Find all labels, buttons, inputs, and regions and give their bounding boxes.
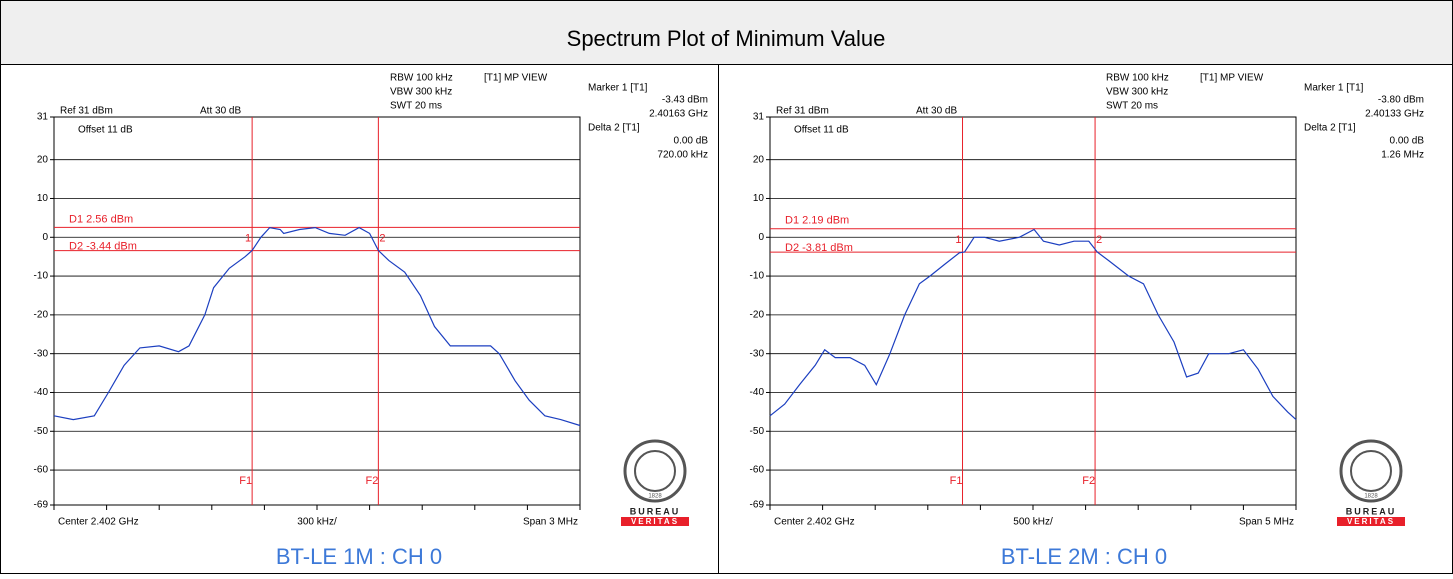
y-tick-label: -30 — [34, 348, 49, 359]
marker-info: 720.00 kHz — [657, 150, 708, 161]
per-division: 500 kHz/ — [1013, 517, 1053, 528]
y-tick-label: -20 — [750, 310, 765, 321]
frequency-line-label: F1 — [950, 475, 963, 487]
marker-label: 2 — [379, 232, 385, 244]
y-tick-label: -60 — [750, 465, 765, 476]
marker-info: 2.40163 GHz — [649, 109, 708, 120]
y-tick-label: -69 — [750, 500, 765, 511]
trace — [53, 226, 581, 427]
y-tick-label: -50 — [750, 426, 765, 437]
marker-label: 2 — [1096, 234, 1102, 246]
y-tick-label: -40 — [34, 387, 49, 398]
view-mode: [T1] MP VIEW — [1200, 73, 1264, 84]
y-tick-label: 0 — [758, 232, 764, 243]
logo-band — [621, 517, 689, 526]
marker-info: -3.80 dBm — [1378, 95, 1424, 106]
logo-inner — [1350, 450, 1392, 492]
center-freq: Center 2.402 GHz — [58, 517, 139, 528]
marker-label: 1 — [955, 234, 961, 246]
setting: SWT 20 ms — [390, 101, 442, 112]
marker-label: 1 — [245, 232, 251, 244]
marker-info: 0.00 dB — [1390, 136, 1425, 147]
logo-word: VERITAS — [1347, 517, 1395, 526]
y-tick-label: 20 — [37, 154, 49, 165]
attenuation: Att 30 dB — [200, 106, 241, 117]
attenuation: Att 30 dB — [916, 106, 957, 117]
offset: Offset 11 dB — [794, 125, 849, 136]
logo-year: 1828 — [648, 494, 662, 500]
logo-band — [1337, 517, 1405, 526]
y-tick-label: -20 — [34, 310, 49, 321]
y-tick-label: 10 — [753, 193, 765, 204]
y-tick-label: -50 — [34, 426, 49, 437]
y-tick-label: 10 — [37, 193, 49, 204]
y-tick-label: -30 — [750, 348, 765, 359]
y-tick-label: -40 — [750, 387, 765, 398]
ref-level: Ref 31 dBm — [776, 106, 829, 117]
table-title: Spectrum Plot of Minimum Value — [567, 26, 886, 51]
y-tick-label: -10 — [750, 271, 765, 282]
y-tick-label: -10 — [34, 271, 49, 282]
y-tick-label: 20 — [753, 154, 765, 165]
setting: RBW 100 kHz — [390, 73, 453, 84]
center-freq: Center 2.402 GHz — [774, 517, 855, 528]
marker-info: Marker 1 [T1] — [588, 83, 648, 94]
logo-word: VERITAS — [631, 517, 679, 526]
setting: SWT 20 ms — [1106, 101, 1158, 112]
caption: BT-LE 2M : CH 0 — [1001, 544, 1167, 569]
ref-level: Ref 31 dBm — [60, 106, 113, 117]
frequency-line-label: F1 — [239, 475, 252, 487]
frequency-line-label: F2 — [1082, 475, 1095, 487]
span: Span 3 MHz — [523, 517, 578, 528]
marker-info: 1.26 MHz — [1381, 150, 1424, 161]
display-line-label: D2 -3.44 dBm — [69, 241, 137, 253]
marker-info: Marker 1 [T1] — [1304, 83, 1364, 94]
setting: VBW 300 kHz — [390, 87, 452, 98]
view-mode: [T1] MP VIEW — [484, 73, 548, 84]
offset: Offset 11 dB — [78, 125, 133, 136]
display-line-label: D1 2.19 dBm — [785, 215, 849, 227]
display-line-label: D1 2.56 dBm — [69, 213, 133, 225]
frequency-line-label: F2 — [366, 475, 379, 487]
header-cell — [1, 1, 1452, 64]
marker-info: 2.40133 GHz — [1365, 109, 1424, 120]
logo-word: BUREAU — [1346, 506, 1397, 516]
y-tick-label: 31 — [37, 112, 49, 123]
y-tick-label: 0 — [42, 232, 48, 243]
marker-info: Delta 2 [T1] — [1304, 123, 1356, 134]
display-line-label: D2 -3.81 dBm — [785, 242, 853, 254]
y-tick-label: -60 — [34, 465, 49, 476]
marker-info: Delta 2 [T1] — [588, 123, 640, 134]
caption: BT-LE 1M : CH 0 — [276, 544, 442, 569]
y-tick-label: 31 — [753, 112, 765, 123]
y-tick-label: -69 — [34, 500, 49, 511]
span: Span 5 MHz — [1239, 517, 1294, 528]
setting: VBW 300 kHz — [1106, 87, 1168, 98]
logo-inner — [634, 450, 676, 492]
logo-word: BUREAU — [630, 506, 681, 516]
trace — [769, 228, 1297, 421]
per-division: 300 kHz/ — [297, 517, 337, 528]
logo-year: 1828 — [1364, 494, 1378, 500]
marker-info: -3.43 dBm — [662, 95, 708, 106]
marker-info: 0.00 dB — [674, 136, 709, 147]
setting: RBW 100 kHz — [1106, 73, 1169, 84]
